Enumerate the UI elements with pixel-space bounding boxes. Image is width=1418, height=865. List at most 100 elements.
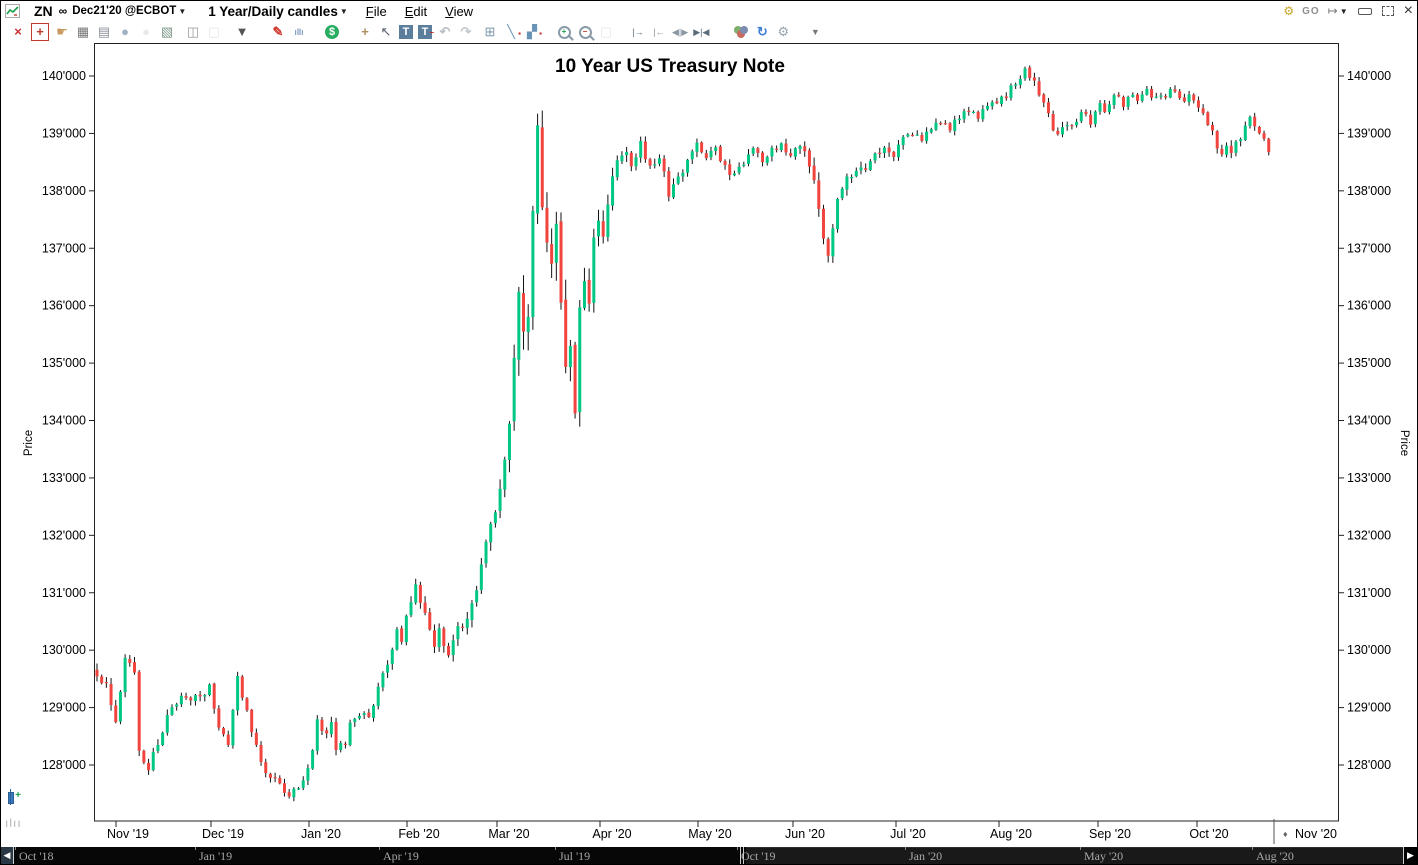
symbol-label: ZN <box>34 3 53 19</box>
pin-dropdown-icon[interactable]: ▼ <box>1339 6 1348 16</box>
region-select-icon: ▢ <box>207 24 221 39</box>
chart-corner-tools: + ılıı <box>5 789 29 830</box>
chart-template-icon[interactable]: ◫ <box>186 24 200 39</box>
text-note-icon[interactable]: T <box>399 25 413 39</box>
redo-icon[interactable]: ↷ <box>460 24 472 39</box>
close-button[interactable]: × <box>1403 2 1413 19</box>
scrollbar-date-label: Apr '19 <box>383 849 419 863</box>
x-tick-label-end: Nov '20 <box>1295 827 1337 841</box>
end-marker-diamond: ♦ <box>1283 829 1288 839</box>
menu-file[interactable]: File <box>365 3 387 19</box>
clock-icon: ● <box>142 24 150 39</box>
x-tick-label: Jul '20 <box>890 827 926 841</box>
wrench-icon[interactable]: ⚙ <box>1283 4 1295 18</box>
cash-balance-icon[interactable]: $ <box>325 25 339 39</box>
y-tick-label-right: 129'000 <box>1347 701 1391 715</box>
volume-bars-icon[interactable]: ıllı <box>294 27 304 37</box>
y-tick-label-right: 135'000 <box>1347 356 1391 370</box>
link-icon[interactable]: GO <box>1302 5 1320 17</box>
scrollbar-tick <box>737 847 738 850</box>
crosshair-icon[interactable]: + <box>361 24 369 39</box>
y-tick-label: 135'000 <box>42 356 86 370</box>
scrollbar-date-label: Jan '20 <box>909 849 943 863</box>
y-tick-label-right: 128'000 <box>1347 758 1391 772</box>
scroll-right-button[interactable]: ▶ <box>1403 847 1417 864</box>
globe-icon[interactable]: ● <box>121 24 129 39</box>
plot-border <box>94 43 1339 822</box>
scrollbar-tick <box>1252 847 1253 850</box>
color-dots-glyph <box>734 25 749 39</box>
parallel-channel-icon[interactable]: ▞ ▪ <box>524 24 542 40</box>
contract-selector[interactable]: Dec21'20 @ECBOT <box>72 5 177 17</box>
minimize-button[interactable] <box>1357 7 1372 15</box>
shift-left-icon[interactable]: |← <box>653 27 665 37</box>
continuous-contract-icon: ∞ <box>58 4 68 18</box>
hand-tool-icon[interactable]: ☛ <box>56 24 68 39</box>
y-axis-title-left: Price <box>23 430 35 456</box>
chart-colors-icon[interactable] <box>733 24 749 40</box>
zoom-in-icon[interactable]: + <box>556 24 572 40</box>
titlebar-controls: ⚙ GO ↦ ▼ × <box>1275 1 1413 21</box>
trend-line-icon[interactable]: ╲ ▪ <box>503 24 521 40</box>
x-tick-label: Jan '20 <box>301 827 341 841</box>
scrollbar-tick <box>905 847 906 850</box>
zoom-region-icon: ▢ <box>599 24 613 39</box>
pointer-tool-icon[interactable]: ↖ <box>380 24 392 39</box>
chart-settings-icon[interactable]: ▧ <box>160 24 174 39</box>
x-tick-label: May '20 <box>688 827 731 841</box>
zoom-in-glyph: + <box>557 25 571 39</box>
y-axis: 140'000 140'000 139'000 139'000 138'000 138'0… <box>23 69 1410 772</box>
add-study-icon[interactable]: + <box>5 789 21 805</box>
y-tick-label-right: 137'000 <box>1347 241 1391 255</box>
x-tick-label: Feb '20 <box>398 827 439 841</box>
menu-view[interactable]: View <box>445 3 474 19</box>
move-tool-icon[interactable]: + <box>31 23 49 41</box>
close-chart-icon[interactable]: × <box>14 24 22 39</box>
price-chart[interactable]: 10 Year US Treasury Note 140'000 140'000 13… <box>1 43 1418 847</box>
y-tick-label-right: 134'000 <box>1347 414 1391 428</box>
undo-icon[interactable]: ↶ <box>439 24 451 39</box>
time-scrollbar[interactable]: ◀ ▶ Oct '18 Jan '19 Apr '19 Jul '19 Oct '19 J… <box>1 847 1417 864</box>
scrollbar-tick <box>1080 847 1081 850</box>
scrollbar-thumb[interactable] <box>746 847 1405 864</box>
grid-icon[interactable]: ▦ <box>76 24 90 39</box>
remove-text-note-icon[interactable]: T − <box>418 25 434 39</box>
indicator-window-icon[interactable]: ⊞ <box>484 24 496 39</box>
menu-edit[interactable]: Edit <box>404 3 428 19</box>
chart-pane: 10 Year US Treasury Note 140'000 140'000 13… <box>1 43 1418 847</box>
scrollbar-date-label: Jul '19 <box>559 849 591 863</box>
y-tick-label: 130'000 <box>42 643 86 657</box>
display-dropdown-icon[interactable]: ▼ <box>235 24 249 39</box>
app-logo-icon <box>5 4 20 18</box>
timeframe-dropdown-icon[interactable]: ▼ <box>339 6 348 16</box>
y-tick-label: 137'000 <box>42 241 86 255</box>
scrollbar-date-label: Aug '20 <box>1256 849 1294 863</box>
y-tick-label: 131'000 <box>42 586 86 600</box>
pin-icon[interactable]: ↦ ▼ <box>1328 4 1348 18</box>
zoom-out-icon[interactable]: − <box>577 24 593 40</box>
y-tick-label: 139'000 <box>42 126 86 140</box>
contract-dropdown-icon[interactable]: ▼ <box>178 6 187 16</box>
volume-toggle-icon[interactable]: ılıı <box>5 816 22 830</box>
wrench-icon[interactable]: ⚙ <box>777 24 790 39</box>
scrollbar-date-label: Oct '19 <box>741 849 776 863</box>
x-tick-label: Mar '20 <box>488 827 529 841</box>
shift-right-icon[interactable]: |→ <box>632 27 644 37</box>
candles <box>95 65 1271 802</box>
compress-bars-icon[interactable]: ▶|◀ <box>693 27 710 37</box>
scrollbar-tick <box>379 847 380 850</box>
title-bar: ZN ∞ Dec21'20 @ECBOT ▼ 1 Year/Daily cand… <box>1 1 1417 22</box>
candle-wick-glyph <box>9 789 11 805</box>
scrollbar-tick <box>195 847 196 850</box>
maximize-button[interactable] <box>1381 6 1394 16</box>
more-tools-dropdown-icon[interactable]: ▼ <box>810 27 820 37</box>
annotate-pencil-icon[interactable]: ✎ <box>272 24 284 39</box>
timeframe-selector[interactable]: 1 Year/Daily candles <box>208 3 338 19</box>
y-tick-label-right: 140'000 <box>1347 69 1391 83</box>
expand-bars-icon[interactable]: ◀|▶ <box>672 27 689 37</box>
reload-chart-icon[interactable]: ↻ <box>756 24 768 39</box>
y-tick-label-right: 133'000 <box>1347 471 1391 485</box>
print-icon[interactable]: ▤ <box>97 24 111 39</box>
scroll-left-button[interactable]: ◀ <box>1 847 14 864</box>
